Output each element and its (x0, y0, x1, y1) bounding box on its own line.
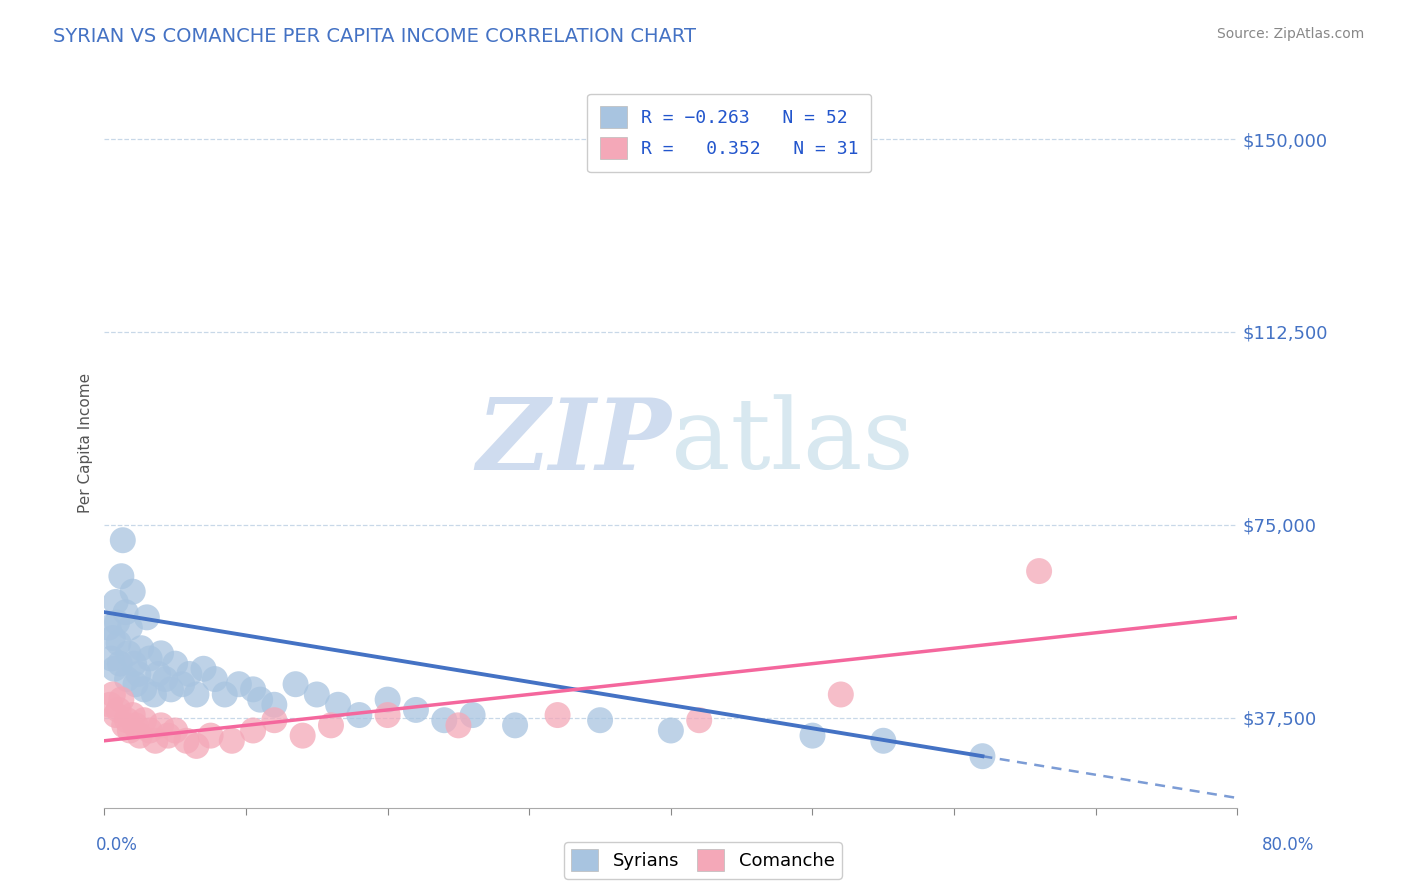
Point (228, 677, 250, 691)
Point (112, 718, 135, 732)
Point (118, 723, 141, 738)
Point (305, 688, 328, 702)
Point (115, 713, 138, 727)
Point (97, 621, 120, 635)
Point (138, 723, 160, 738)
Point (127, 667, 149, 681)
Point (688, 713, 710, 727)
Point (114, 605, 136, 619)
Point (104, 708, 127, 723)
Point (186, 688, 208, 702)
Point (107, 703, 129, 717)
Point (110, 569, 132, 583)
Point (160, 682, 183, 697)
Point (100, 651, 122, 665)
Point (1028, 564, 1050, 578)
Point (121, 584, 143, 599)
Point (115, 672, 138, 686)
Point (98, 698, 121, 712)
Point (122, 657, 145, 671)
Point (377, 692, 399, 706)
Text: atlas: atlas (671, 394, 914, 491)
Point (200, 729, 222, 743)
Point (111, 533, 134, 548)
Point (124, 677, 146, 691)
Text: SYRIAN VS COMANCHE PER CAPITA INCOME CORRELATION CHART: SYRIAN VS COMANCHE PER CAPITA INCOME COR… (53, 27, 696, 45)
Point (214, 688, 236, 702)
Point (103, 662, 125, 676)
Point (319, 718, 342, 732)
Legend: Syrians, Comanche: Syrians, Comanche (564, 842, 842, 879)
Point (659, 723, 682, 738)
Point (129, 641, 152, 656)
Point (221, 733, 243, 747)
Point (108, 657, 131, 671)
Point (186, 739, 208, 753)
Point (461, 708, 484, 723)
Point (284, 677, 307, 691)
Point (447, 718, 470, 732)
Text: 80.0%: 80.0% (1263, 836, 1315, 854)
Point (242, 682, 264, 697)
Point (145, 733, 167, 747)
Point (263, 698, 285, 712)
Point (138, 651, 160, 665)
Point (165, 657, 187, 671)
Point (148, 667, 170, 681)
Point (128, 729, 150, 743)
Y-axis label: Per Capita Income: Per Capita Income (79, 373, 93, 513)
Point (142, 688, 165, 702)
Legend: R = −0.263   N = 52, R =   0.352   N = 31: R = −0.263 N = 52, R = 0.352 N = 31 (588, 94, 872, 172)
Text: Source: ZipAtlas.com: Source: ZipAtlas.com (1216, 27, 1364, 41)
Point (165, 723, 187, 738)
Point (291, 729, 314, 743)
Point (104, 595, 127, 609)
Point (155, 672, 177, 686)
Point (405, 703, 427, 717)
Point (157, 729, 180, 743)
Point (801, 729, 824, 743)
Point (110, 692, 132, 706)
Point (107, 636, 129, 650)
Point (263, 713, 285, 727)
Point (132, 713, 155, 727)
Point (503, 718, 526, 732)
Point (150, 646, 173, 660)
Point (150, 718, 173, 732)
Point (193, 662, 215, 676)
Point (249, 692, 271, 706)
Point (242, 723, 264, 738)
Point (101, 631, 124, 645)
Point (105, 615, 128, 630)
Point (872, 733, 894, 747)
Point (179, 667, 201, 681)
Point (101, 688, 124, 702)
Point (135, 610, 157, 624)
Point (830, 688, 852, 702)
Point (589, 713, 612, 727)
Text: ZIP: ZIP (475, 394, 671, 491)
Point (377, 708, 399, 723)
Point (204, 672, 226, 686)
Point (172, 677, 194, 691)
Point (972, 749, 994, 764)
Point (326, 698, 349, 712)
Point (124, 718, 146, 732)
Point (176, 733, 198, 747)
Point (121, 708, 143, 723)
Text: 0.0%: 0.0% (96, 836, 138, 854)
Point (132, 682, 155, 697)
Point (118, 621, 141, 635)
Point (349, 708, 371, 723)
Point (547, 708, 569, 723)
Point (433, 713, 456, 727)
Point (117, 646, 139, 660)
